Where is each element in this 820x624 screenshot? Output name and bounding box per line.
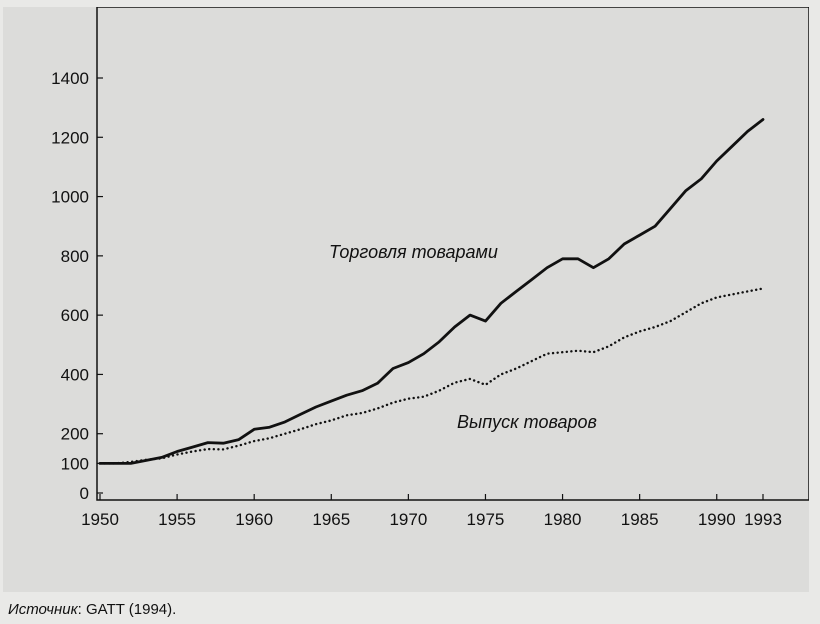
y-tick-label: 1400 xyxy=(51,69,89,88)
series-line-output xyxy=(98,287,765,465)
series-label-trade: Торговля товарами xyxy=(329,242,498,262)
x-tick-label: 1970 xyxy=(389,510,427,529)
x-tick-label: 1990 xyxy=(698,510,736,529)
source-text: : GATT (1994). xyxy=(77,601,177,618)
y-tick-label: 1200 xyxy=(51,128,89,147)
plot-area xyxy=(96,7,809,501)
x-tick-label: 1985 xyxy=(621,510,659,529)
x-tick-label: 1975 xyxy=(467,510,505,529)
y-tick-label: 600 xyxy=(61,306,89,325)
x-tick-label: 1965 xyxy=(312,510,350,529)
y-tick-label: 800 xyxy=(61,247,89,266)
x-tick-label: 1960 xyxy=(235,510,273,529)
y-tick-label: 100 xyxy=(61,454,89,473)
y-tick-label: 0 xyxy=(80,484,89,503)
y-axis: 0 100 200 400 600 800 1000 1200 1400 xyxy=(51,69,103,503)
line-chart: 0 100 200 400 600 800 1000 1200 1400 1950 1955 196… xyxy=(51,7,809,529)
chart-frame: 0 100 200 400 600 800 1000 1200 1400 1950 1955 196… xyxy=(3,7,809,592)
series-line-trade xyxy=(98,118,765,465)
x-tick-label: 1993 xyxy=(744,510,782,529)
x-tick-label: 1950 xyxy=(81,510,119,529)
y-tick-label: 400 xyxy=(61,365,89,384)
x-tick-label: 1980 xyxy=(544,510,582,529)
series-label-output: Выпуск товаров xyxy=(457,412,597,432)
x-axis: 1950 1955 1960 1965 1970 1975 1980 1985 1990 1993 xyxy=(81,494,782,529)
x-tick-label: 1955 xyxy=(158,510,196,529)
y-tick-label: 1000 xyxy=(51,188,89,207)
source-label: Источник xyxy=(8,601,78,618)
source-note: Источник: GATT (1994). xyxy=(8,601,176,618)
series-layer xyxy=(98,118,765,465)
y-tick-label: 200 xyxy=(61,425,89,444)
